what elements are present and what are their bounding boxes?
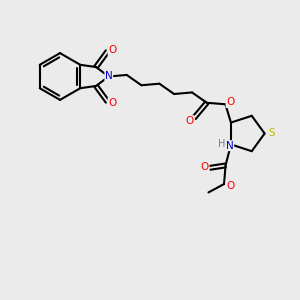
Text: N: N bbox=[105, 71, 112, 81]
Text: S: S bbox=[268, 128, 274, 139]
Text: O: O bbox=[108, 98, 116, 108]
Text: O: O bbox=[226, 181, 234, 190]
Text: O: O bbox=[108, 45, 116, 55]
Text: H: H bbox=[218, 139, 226, 148]
Text: N: N bbox=[226, 141, 234, 151]
Text: O: O bbox=[201, 162, 209, 172]
Text: O: O bbox=[226, 98, 234, 107]
Text: O: O bbox=[186, 116, 194, 126]
